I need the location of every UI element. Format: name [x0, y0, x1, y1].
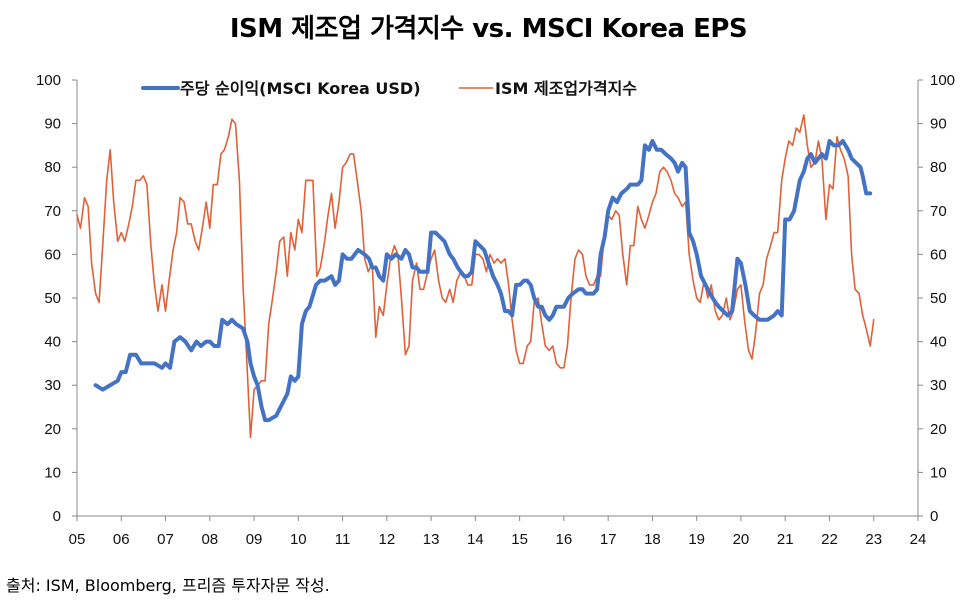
x-tick-label: 09 [246, 531, 263, 548]
y-tick-label-right: 20 [930, 421, 947, 438]
series-line-eps [93, 139, 873, 423]
y-tick-label-left: 40 [44, 334, 61, 351]
y-tick-label-left: 100 [36, 72, 61, 89]
x-tick-label: 13 [423, 531, 440, 548]
y-tick-label-right: 60 [930, 246, 947, 263]
y-tick-label-right: 40 [930, 334, 947, 351]
x-tick-label: 14 [467, 531, 484, 548]
x-tick-label: 08 [201, 531, 218, 548]
x-tick-label: 20 [733, 531, 750, 548]
y-tick-label-left: 70 [44, 203, 61, 220]
y-tick-label-left: 30 [44, 377, 61, 394]
legend-label-ism: ISM 제조업가격지수 [495, 79, 637, 98]
x-tick-label: 19 [688, 531, 705, 548]
legend-label-eps: 주당 순이익(MSCI Korea USD) [180, 79, 421, 98]
x-tick-label: 05 [69, 531, 86, 548]
x-tick-label: 10 [290, 531, 307, 548]
x-tick-label: 16 [556, 531, 573, 548]
source-note: 출처: ISM, Bloomberg, 프리즘 투자자문 작성. [6, 576, 330, 595]
y-tick-label-right: 50 [930, 290, 947, 307]
y-tick-label-right: 0 [930, 508, 938, 525]
x-tick-label: 18 [644, 531, 661, 548]
y-tick-label-right: 70 [930, 203, 947, 220]
y-tick-label-left: 50 [44, 290, 61, 307]
y-tick-label-right: 90 [930, 116, 947, 133]
x-tick-label: 22 [821, 531, 838, 548]
y-tick-label-left: 60 [44, 246, 61, 263]
y-tick-label-right: 100 [930, 72, 955, 89]
y-tick-label-right: 80 [930, 159, 947, 176]
chart-title: ISM 제조업 가격지수 vs. MSCI Korea EPS [229, 14, 748, 44]
y-tick-label-left: 80 [44, 159, 61, 176]
x-tick-label: 24 [910, 531, 927, 548]
x-tick-label: 11 [335, 531, 351, 548]
y-tick-label-left: 0 [53, 508, 61, 525]
y-tick-label-left: 20 [44, 421, 61, 438]
y-tick-label-right: 10 [930, 464, 947, 481]
x-tick-label: 17 [600, 531, 617, 548]
x-tick-label: 23 [865, 531, 882, 548]
y-tick-label-left: 90 [44, 116, 61, 133]
x-tick-label: 12 [378, 531, 395, 548]
series-line-ism [76, 114, 875, 439]
x-tick-label: 07 [157, 531, 174, 548]
x-tick-label: 15 [511, 531, 528, 548]
y-tick-label-left: 10 [44, 464, 61, 481]
x-tick-label: 21 [777, 531, 794, 548]
y-tick-label-right: 30 [930, 377, 947, 394]
x-tick-label: 06 [113, 531, 130, 548]
